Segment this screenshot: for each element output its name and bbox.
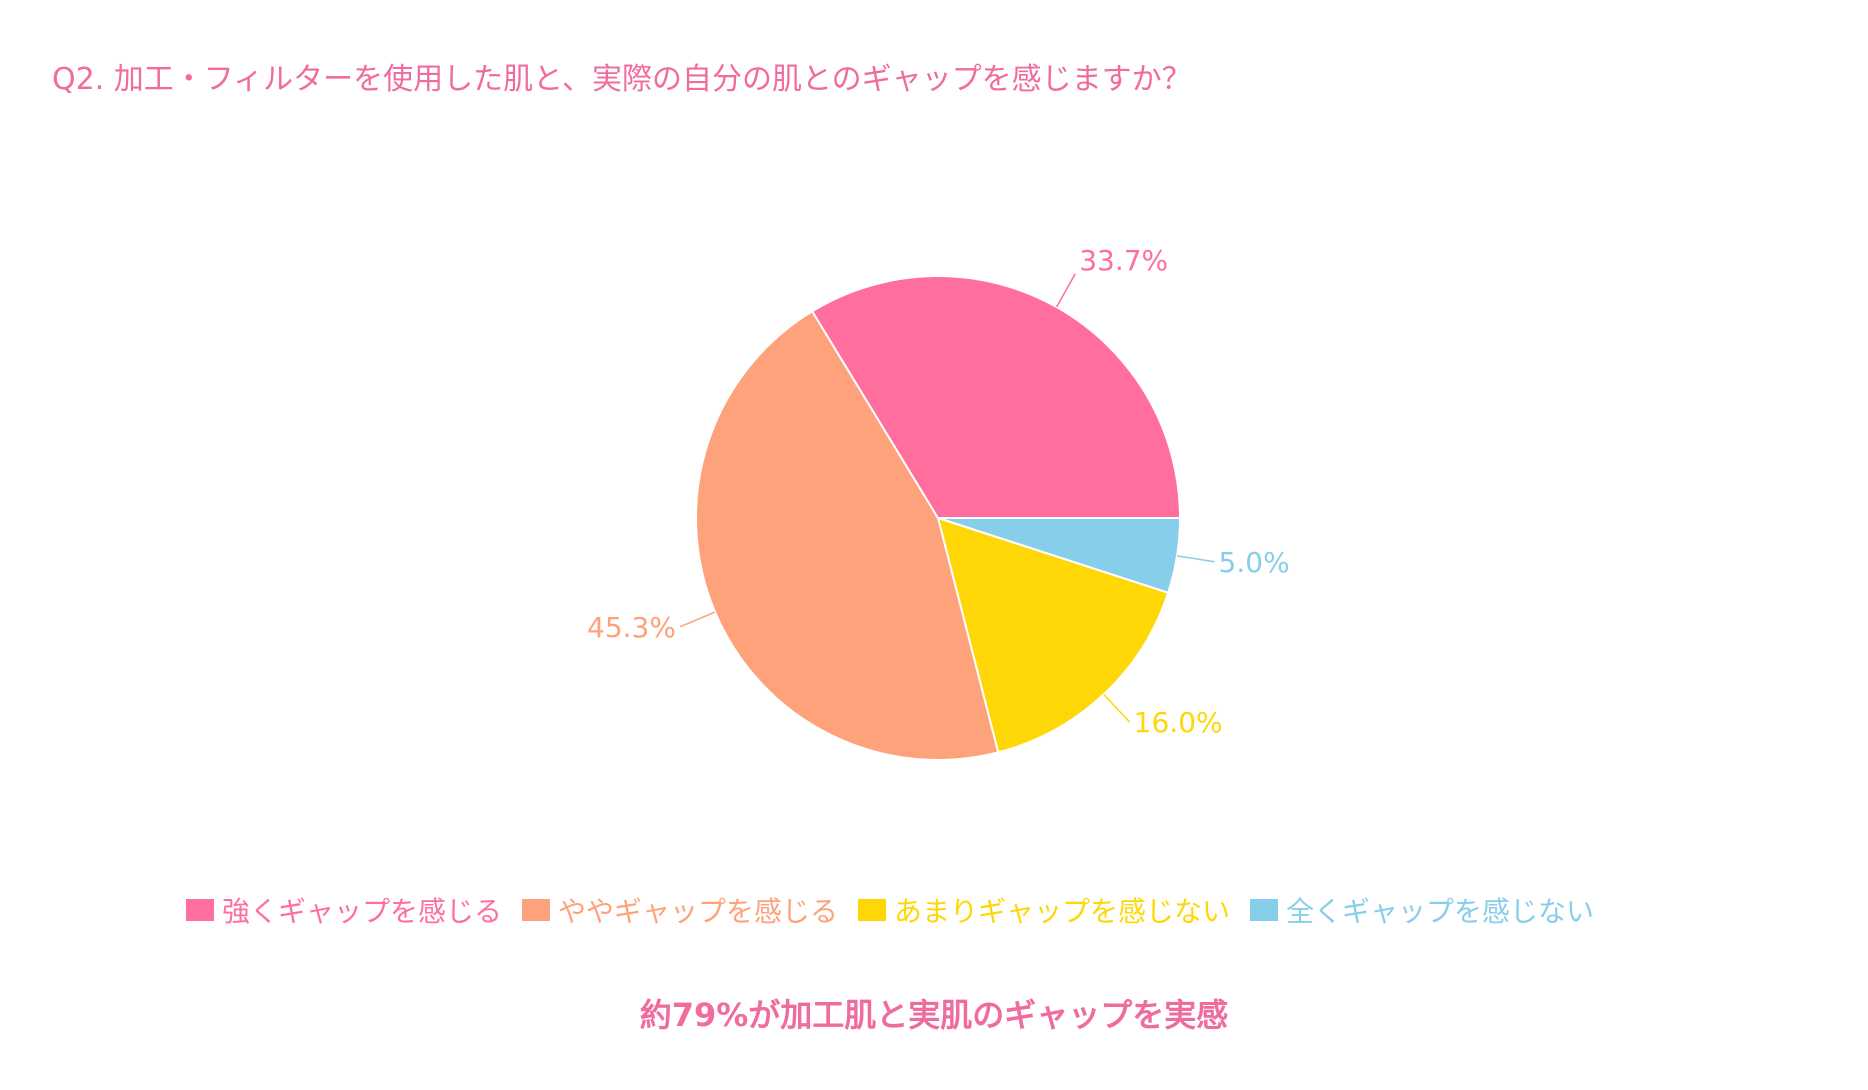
- legend-item-somewhat[interactable]: ややギャップを感じる: [522, 890, 838, 930]
- pie-slices: [695, 275, 1182, 761]
- data-label-strong: 33.7%: [1079, 244, 1168, 277]
- question-title: Q2. 加工・フィルターを使用した肌と、実際の自分の肌とのギャップを感じますか？: [52, 62, 1192, 97]
- data-label-somewhat: 45.3%: [587, 611, 676, 644]
- pie-slice-strong[interactable]: [810, 275, 1182, 519]
- data-label-not-much: 16.0%: [1134, 706, 1223, 739]
- legend-item-strong[interactable]: 強くギャップを感じる: [186, 890, 502, 930]
- data-label-none: 5.0%: [1219, 546, 1290, 579]
- legend-swatch-strong: [186, 899, 214, 921]
- legend-label-not-much: あまりギャップを感じない: [894, 895, 1231, 928]
- legend-swatch-not-much: [858, 899, 887, 921]
- leader-line-strong: [1055, 273, 1076, 308]
- leader-line-somewhat: [679, 611, 716, 628]
- leader-line-not-much: [1103, 693, 1131, 723]
- leader-line-none: [1176, 555, 1215, 563]
- legend-label-somewhat: ややギャップを感じる: [558, 895, 839, 928]
- legend-item-none[interactable]: 全くギャップを感じない: [1250, 890, 1594, 930]
- pie-slice-not-much[interactable]: [936, 516, 1170, 754]
- conclusion-text: 約79%が加工肌と実肌のギャップを実感: [639, 996, 1229, 1034]
- legend-swatch-none: [1250, 899, 1279, 921]
- pie-data-labels: 5.0% 16.0% 45.3% 33.7%: [587, 244, 1290, 739]
- legend-swatch-somewhat: [522, 899, 551, 921]
- legend-label-none: 全くギャップを感じない: [1286, 895, 1595, 928]
- pie-leader-lines: [679, 273, 1215, 723]
- chart-legend: 強くギャップを感じる ややギャップを感じる あまりギャップを感じない 全くギャッ…: [186, 890, 1614, 930]
- legend-item-not-much[interactable]: あまりギャップを感じない: [858, 890, 1230, 930]
- pie-slice-somewhat[interactable]: [695, 309, 1000, 761]
- legend-label-strong: 強くギャップを感じる: [222, 895, 503, 928]
